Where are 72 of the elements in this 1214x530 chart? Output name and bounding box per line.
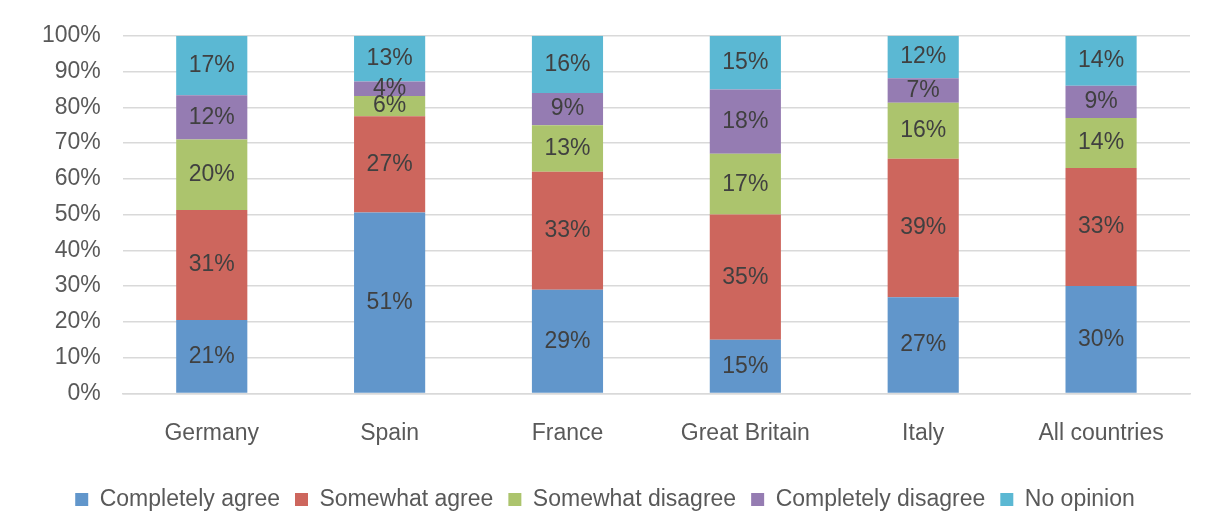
bar xyxy=(531,35,604,94)
bar xyxy=(176,35,248,96)
data-label: 30% xyxy=(1078,324,1125,351)
data-label: 12% xyxy=(188,102,235,129)
bar xyxy=(1065,286,1137,393)
x-tick-label: Great Britain xyxy=(680,418,810,445)
x-tick-label: Spain xyxy=(360,418,420,445)
bar xyxy=(887,102,959,159)
data-label: 14% xyxy=(1078,128,1125,155)
bar xyxy=(531,125,604,172)
data-label: 51% xyxy=(366,287,413,314)
bar xyxy=(176,95,248,140)
data-label: 13% xyxy=(544,133,591,160)
bar xyxy=(531,171,604,290)
bar xyxy=(887,158,959,298)
y-tick-label: 30% xyxy=(54,271,101,298)
bar xyxy=(354,116,426,213)
data-label: 9% xyxy=(550,94,585,121)
data-label: 33% xyxy=(544,216,591,243)
y-tick-label: 40% xyxy=(54,235,101,262)
data-label: 16% xyxy=(900,116,947,143)
bar xyxy=(1065,35,1137,86)
bar xyxy=(709,153,781,215)
data-label: 12% xyxy=(900,42,947,69)
bar xyxy=(709,89,781,154)
data-label: 17% xyxy=(722,169,769,196)
legend-label: No opinion xyxy=(1024,484,1135,511)
y-tick-label: 60% xyxy=(54,164,101,191)
y-tick-label: 100% xyxy=(42,21,101,48)
data-label: 17% xyxy=(188,50,235,77)
data-label: 14% xyxy=(1078,46,1125,73)
legend-label: Somewhat agree xyxy=(319,484,494,511)
data-label: 27% xyxy=(900,330,947,357)
data-label: 16% xyxy=(544,49,591,76)
bar xyxy=(176,320,248,393)
data-label: 31% xyxy=(188,250,235,277)
bar xyxy=(176,139,248,210)
legend-label: Completely agree xyxy=(99,484,280,511)
y-tick-label: 50% xyxy=(54,199,101,226)
x-tick-label: All countries xyxy=(1038,418,1164,445)
bar xyxy=(176,209,248,321)
bar xyxy=(1065,118,1137,169)
y-tick-label: 0% xyxy=(67,378,101,405)
data-label: 20% xyxy=(188,160,235,187)
y-tick-label: 10% xyxy=(54,342,101,369)
x-tick-label: Germany xyxy=(164,418,260,445)
y-tick-label: 80% xyxy=(54,92,101,119)
data-label: 33% xyxy=(1078,212,1125,239)
bar xyxy=(354,212,426,393)
bar xyxy=(531,289,604,393)
data-label: 15% xyxy=(722,47,769,74)
data-label: 9% xyxy=(1084,87,1118,114)
y-tick-label: 20% xyxy=(54,307,101,334)
y-tick-label: 70% xyxy=(54,128,101,155)
y-tick-label: 90% xyxy=(54,56,101,83)
data-label: 27% xyxy=(366,149,413,176)
data-label: 7% xyxy=(906,75,940,102)
legend-label: Completely disagree xyxy=(775,484,986,511)
data-label: 35% xyxy=(722,262,769,289)
data-label: 15% xyxy=(722,351,769,378)
x-tick-label: France xyxy=(531,418,604,445)
data-label: 29% xyxy=(544,326,591,353)
bar xyxy=(709,339,781,393)
bar xyxy=(1065,168,1137,287)
bar xyxy=(887,297,959,393)
data-label: 39% xyxy=(900,213,947,240)
data-label: 21% xyxy=(188,341,235,368)
x-tick-label: Italy xyxy=(902,418,945,445)
data-label: 18% xyxy=(722,106,769,133)
data-label: 13% xyxy=(366,44,413,71)
bar xyxy=(709,214,781,340)
legend-label: Somewhat disagree xyxy=(532,484,737,511)
